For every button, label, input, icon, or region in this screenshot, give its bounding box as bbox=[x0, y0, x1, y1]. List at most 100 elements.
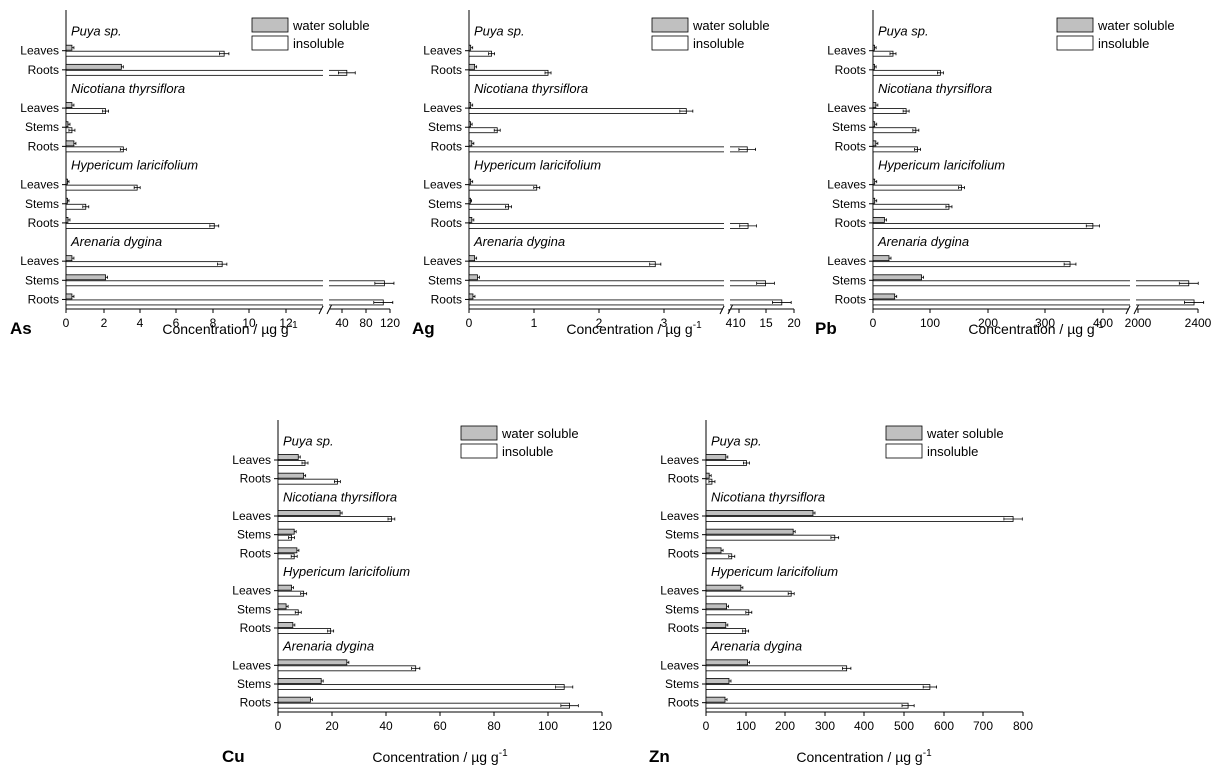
species-label: Nicotiana thyrsiflora bbox=[283, 489, 397, 504]
bar-break-gap bbox=[724, 222, 730, 230]
y-tick-label: Leaves bbox=[20, 178, 59, 192]
bar-water-soluble bbox=[705, 696, 726, 703]
y-tick-label: Roots bbox=[28, 139, 59, 153]
species-label: Puya sp. bbox=[71, 24, 122, 39]
bar-water-soluble bbox=[277, 584, 292, 591]
bar-water-soluble bbox=[468, 216, 473, 223]
bar-insoluble bbox=[872, 69, 941, 76]
bar-insoluble bbox=[705, 534, 836, 541]
species-label: Arenaria dygina bbox=[877, 234, 969, 249]
y-tick-label: Leaves bbox=[660, 658, 699, 672]
y-tick-label: Stems bbox=[428, 273, 462, 287]
bar-water-soluble bbox=[705, 472, 710, 479]
bar-insoluble bbox=[872, 222, 1094, 229]
bar-break-gap bbox=[323, 279, 329, 287]
y-tick-label: Stems bbox=[832, 120, 866, 134]
y-tick-label: Stems bbox=[665, 677, 699, 691]
bar-water-soluble bbox=[277, 547, 298, 554]
species-label: Hypericum laricifolium bbox=[71, 158, 198, 173]
x-tick-label: 2 bbox=[596, 316, 603, 330]
bar-water-soluble bbox=[277, 472, 305, 479]
y-tick-label: Roots bbox=[240, 546, 271, 560]
y-tick-label: Leaves bbox=[827, 178, 866, 192]
y-tick-label: Roots bbox=[668, 621, 699, 635]
species-label: Puya sp. bbox=[474, 24, 525, 39]
axis-break-mark bbox=[326, 303, 333, 315]
bar-insoluble bbox=[277, 478, 338, 485]
x-tick-label: 10 bbox=[242, 316, 256, 330]
y-tick-label: Stems bbox=[237, 677, 271, 691]
bar-water-soluble bbox=[468, 140, 473, 147]
bar-insoluble bbox=[468, 280, 766, 287]
x-tick-label: 800 bbox=[1013, 719, 1033, 733]
legend-label-water-soluble: water soluble bbox=[926, 426, 1004, 441]
bar-water-soluble bbox=[468, 44, 472, 51]
bar-water-soluble bbox=[65, 255, 73, 262]
bar-water-soluble bbox=[705, 659, 749, 666]
bar-insoluble bbox=[277, 702, 571, 709]
bar-water-soluble bbox=[705, 528, 794, 535]
bar-water-soluble bbox=[277, 528, 295, 535]
bar-insoluble bbox=[65, 50, 225, 57]
bar-insoluble bbox=[468, 184, 538, 191]
species-label: Arenaria dygina bbox=[473, 234, 565, 249]
bar-insoluble bbox=[872, 203, 950, 210]
bar-water-soluble bbox=[872, 293, 896, 300]
bar-water-soluble bbox=[705, 584, 742, 591]
x-tick-label: 2400 bbox=[1185, 316, 1212, 330]
x-axis-title-superscript: -1 bbox=[1095, 320, 1104, 331]
bar-insoluble bbox=[277, 516, 392, 522]
panel-element-label: Cu bbox=[222, 747, 245, 766]
bar-insoluble bbox=[65, 146, 124, 153]
y-tick-label: Leaves bbox=[20, 101, 59, 115]
x-tick-label: 400 bbox=[854, 719, 874, 733]
y-tick-label: Stems bbox=[237, 602, 271, 616]
bar-insoluble bbox=[468, 261, 656, 268]
legend-label-water-soluble: water soluble bbox=[1097, 18, 1175, 33]
x-tick-label: 1 bbox=[531, 316, 538, 330]
species-label: Nicotiana thyrsiflora bbox=[474, 81, 588, 96]
y-tick-label: Stems bbox=[237, 528, 271, 542]
species-label: Nicotiana thyrsiflora bbox=[71, 81, 185, 96]
chart-panel-zn: 0 100 200 300 400 500 600 700 800 Puya sp. Leaves R… bbox=[649, 420, 1033, 766]
y-tick-label: Leaves bbox=[660, 453, 699, 467]
y-tick-label: Roots bbox=[240, 472, 271, 486]
bar-break-gap bbox=[1130, 298, 1136, 306]
x-axis-title: Concentration / µg g-1 bbox=[162, 320, 298, 337]
y-tick-label: Roots bbox=[240, 621, 271, 635]
x-tick-label: 500 bbox=[894, 719, 914, 733]
bar-insoluble bbox=[468, 299, 783, 306]
x-tick-label: 100 bbox=[538, 719, 558, 733]
x-tick-label: 200 bbox=[978, 316, 998, 330]
y-tick-label: Stems bbox=[665, 528, 699, 542]
bar-water-soluble bbox=[872, 197, 876, 204]
x-tick-label: 0 bbox=[275, 719, 282, 733]
bar-water-soluble bbox=[872, 140, 877, 147]
species-label: Nicotiana thyrsiflora bbox=[878, 81, 992, 96]
bar-insoluble bbox=[872, 299, 1195, 306]
y-tick-label: Stems bbox=[25, 120, 59, 134]
bar-water-soluble bbox=[65, 44, 73, 51]
bar-water-soluble bbox=[872, 121, 876, 128]
legend-swatch-insoluble bbox=[251, 35, 289, 51]
species-label: Arenaria dygina bbox=[710, 639, 802, 654]
legend-swatch-insoluble bbox=[651, 35, 689, 51]
bar-insoluble bbox=[468, 69, 549, 76]
x-tick-label: 60 bbox=[433, 719, 447, 733]
legend-swatch-insoluble bbox=[885, 443, 923, 459]
bar-water-soluble bbox=[468, 255, 476, 262]
bar-insoluble bbox=[65, 261, 223, 268]
axis-break-mark bbox=[1133, 303, 1140, 315]
species-label: Puya sp. bbox=[283, 433, 334, 448]
x-tick-label: 40 bbox=[335, 316, 349, 330]
bar-water-soluble bbox=[468, 102, 472, 108]
bar-break-gap bbox=[1130, 279, 1136, 287]
x-tick-label: 10 bbox=[732, 316, 746, 330]
y-tick-label: Roots bbox=[431, 216, 462, 230]
bar-insoluble bbox=[705, 628, 747, 634]
y-tick-label: Leaves bbox=[232, 453, 271, 467]
species-label: Hypericum laricifolium bbox=[711, 564, 838, 579]
bar-insoluble bbox=[872, 127, 917, 134]
bar-water-soluble bbox=[705, 547, 722, 554]
bar-insoluble bbox=[872, 108, 907, 114]
